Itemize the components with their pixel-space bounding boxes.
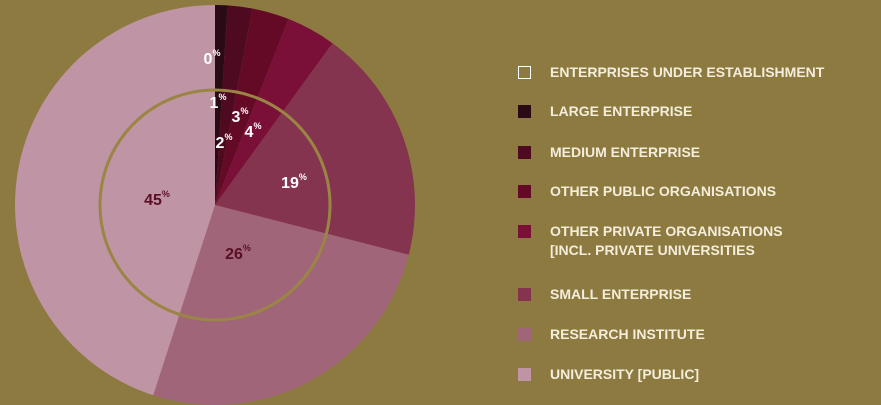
legend-swatch [518, 146, 531, 159]
legend-swatch [518, 185, 531, 198]
data-label: 45% [144, 189, 170, 209]
pie-slice [215, 5, 253, 206]
legend-swatch [518, 288, 531, 301]
legend-label: OTHER PRIVATE ORGANISATIONS [INCL. PRIVA… [550, 223, 783, 258]
value: 0 [204, 51, 213, 68]
value: 1 [210, 95, 219, 112]
legend-label: LARGE ENTERPRISE [550, 103, 693, 119]
legend-swatch [518, 105, 531, 118]
legend-item: RESEARCH INSTITUTE [518, 325, 705, 344]
legend-item: OTHER PUBLIC ORGANISATIONS [518, 182, 776, 201]
unit: % [253, 121, 261, 131]
data-label: 2% [216, 132, 233, 152]
unit: % [240, 106, 248, 116]
legend-item: SMALL ENTERPRISE [518, 285, 691, 304]
value: 45 [144, 192, 162, 209]
pie-slice [215, 19, 333, 205]
legend-swatch [518, 66, 531, 79]
unit: % [243, 243, 251, 253]
legend-swatch [518, 225, 531, 238]
data-label: 4% [245, 121, 262, 141]
legend-label: MEDIUM ENTERPRISE [550, 144, 701, 160]
data-label: 0% [204, 48, 221, 68]
legend-swatch [518, 328, 531, 341]
data-label: 3% [232, 106, 249, 126]
legend-item: LARGE ENTERPRISE [518, 102, 692, 121]
unit: % [212, 48, 220, 58]
legend-label: RESEARCH INSTITUTE [550, 326, 705, 342]
legend-item: OTHER PRIVATE ORGANISATIONS [INCL. PRIVA… [518, 222, 783, 260]
legend-swatch [518, 368, 531, 381]
legend-label: UNIVERSITY [PUBLIC] [550, 366, 700, 382]
legend-label: ENTERPRISES UNDER ESTABLISHMENT [550, 64, 825, 80]
unit: % [299, 172, 307, 182]
value: 2 [216, 135, 225, 152]
data-label: 1% [210, 92, 227, 112]
legend-item: MEDIUM ENTERPRISE [518, 143, 700, 162]
value: 26 [225, 246, 243, 263]
value: 19 [281, 175, 299, 192]
value: 4 [245, 124, 254, 141]
value: 3 [232, 109, 241, 126]
pie-slice [215, 5, 228, 205]
data-label: 19% [281, 172, 307, 192]
inner-ring [98, 88, 332, 322]
legend-label: OTHER PUBLIC ORGANISATIONS [550, 183, 777, 199]
data-label: 26% [225, 243, 251, 263]
unit: % [224, 132, 232, 142]
pie-slice [153, 205, 409, 405]
legend-label: SMALL ENTERPRISE [550, 286, 692, 302]
pie-slice [215, 8, 289, 205]
legend-item: UNIVERSITY [PUBLIC] [518, 365, 699, 384]
legend-item: ENTERPRISES UNDER ESTABLISHMENT [518, 63, 824, 82]
unit: % [218, 92, 226, 102]
unit: % [162, 189, 170, 199]
